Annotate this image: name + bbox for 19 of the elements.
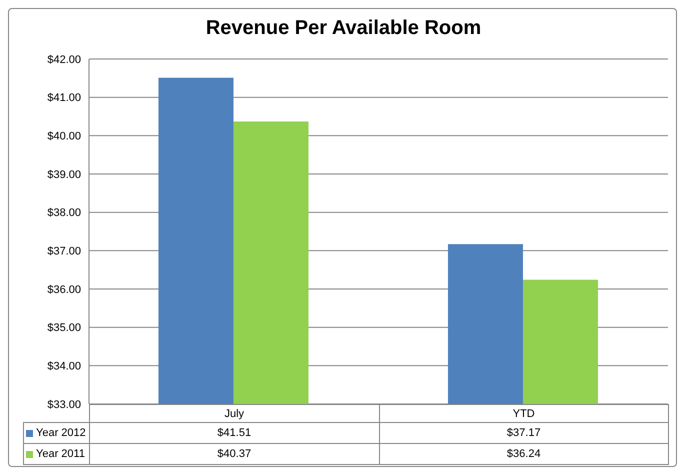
chart-title: Revenue Per Available Room — [204, 17, 482, 40]
legend-label: Year 2012 — [36, 427, 86, 439]
y-tick-label: $41.00 — [47, 92, 81, 104]
data-label: $37.17 — [378, 422, 669, 444]
y-tick-label: $39.00 — [47, 168, 81, 181]
y-tick-label: $37.00 — [47, 246, 81, 258]
x-tick-label: YTD — [378, 404, 669, 423]
y-tick-label: $33.00 — [47, 398, 81, 411]
data-label: $36.24 — [378, 443, 669, 465]
y-tick-label: $38.00 — [47, 207, 81, 220]
x-tick-label: July — [89, 404, 380, 423]
data-label: $41.51 — [89, 422, 380, 444]
data-label: $40.37 — [89, 443, 380, 465]
y-tick-label: $35.00 — [47, 322, 81, 334]
y-tick-label: $34.00 — [47, 360, 81, 373]
y-tick-label: $40.00 — [47, 130, 81, 143]
legend-label: Year 2011 — [36, 448, 85, 460]
y-tick-label: $36.00 — [47, 284, 81, 296]
y-tick-label: $42.00 — [47, 54, 81, 66]
